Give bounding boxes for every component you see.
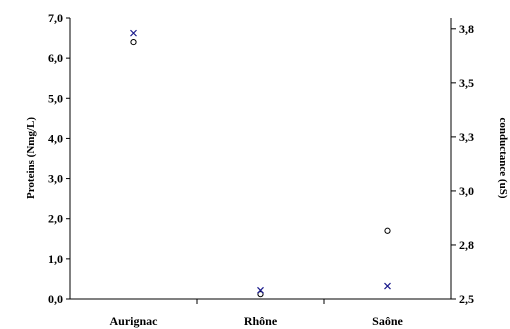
right-axis-title: conductance (uS) [497, 118, 509, 199]
left-axis-ticks: 0,0 1,0 2,0 3,0 4,0 5,0 6,0 7,0 [48, 11, 70, 306]
left-axis-title: Proteins (Nmg/L) [25, 117, 37, 199]
cross-data-point [257, 286, 264, 294]
left-tick-label: 7,0 [48, 11, 63, 25]
right-tick-label: 3,3 [459, 130, 474, 144]
x-category-label: Aurignac [110, 314, 159, 328]
left-tick-label: 3,0 [48, 172, 63, 186]
right-tick-label: 3,5 [459, 76, 474, 90]
left-tick-label: 5,0 [48, 91, 63, 105]
circle-data-point [130, 38, 137, 46]
left-tick-label: 2,0 [48, 212, 63, 226]
right-tick-label: 2,5 [459, 292, 474, 306]
right-axis-ticks: 2,5 2,8 3,0 3,3 3,5 3,8 [451, 22, 474, 306]
left-tick-label: 4,0 [48, 131, 63, 145]
left-tick-label: 0,0 [48, 292, 63, 306]
cross-data-point [384, 282, 391, 290]
circle-data-point [384, 227, 391, 234]
right-tick-label: 3,0 [459, 184, 474, 198]
x-category-label: Saône [372, 314, 403, 328]
x-category-label: Rhône [244, 314, 278, 328]
cross-data-point [130, 29, 137, 37]
circle-data-point [257, 291, 264, 298]
right-tick-label: 3,8 [459, 22, 474, 36]
category-labels: Aurignac Rhône Saône [110, 314, 404, 328]
right-tick-label: 2,8 [459, 238, 474, 252]
left-tick-label: 1,0 [48, 252, 63, 266]
axes [69, 18, 452, 304]
left-tick-label: 6,0 [48, 51, 63, 65]
data-marks [130, 29, 391, 298]
